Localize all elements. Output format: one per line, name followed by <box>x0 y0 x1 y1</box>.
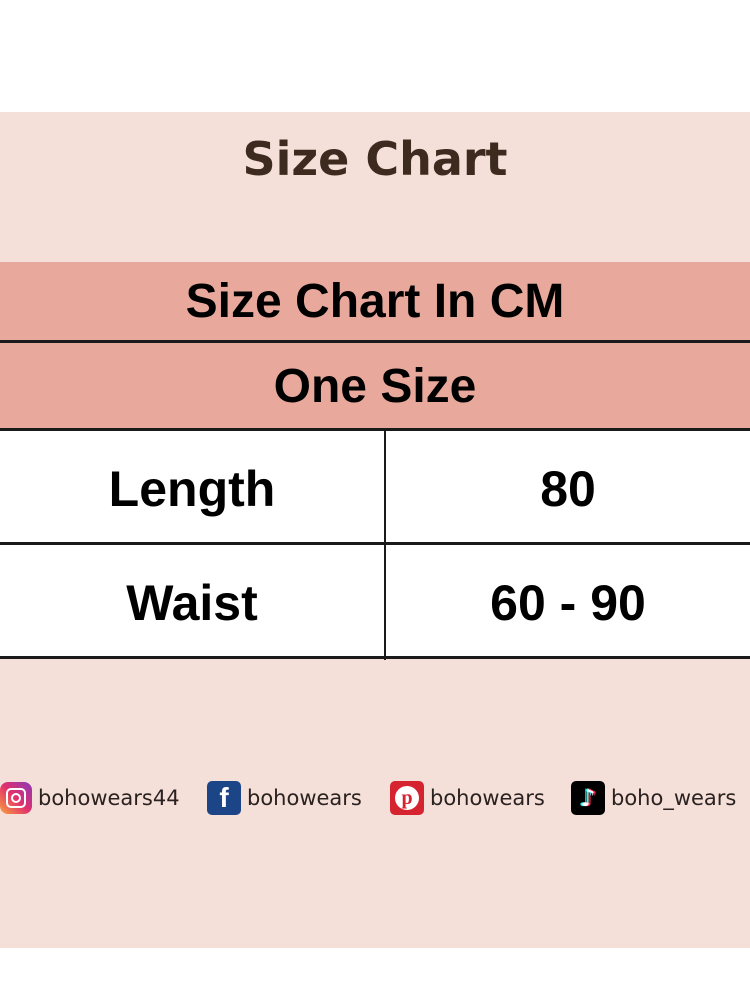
facebook-handle: bohowears <box>247 786 362 810</box>
divider <box>0 542 750 545</box>
facebook-icon: f <box>207 781 241 815</box>
table-header: Size Chart In CM <box>0 262 750 341</box>
row-value-length: 80 <box>386 431 750 543</box>
table-subheader: One Size <box>0 343 750 428</box>
social-instagram[interactable]: bohowears44 <box>0 780 180 816</box>
pinterest-handle: bohowears <box>430 786 545 810</box>
divider <box>0 340 750 343</box>
page-title: Size Chart <box>242 132 508 186</box>
divider <box>0 428 750 431</box>
row-label-length: Length <box>0 431 384 543</box>
tiktok-icon: ♪ <box>571 781 605 815</box>
social-facebook[interactable]: f bohowears <box>207 780 362 816</box>
tiktok-handle: boho_wears <box>611 786 737 810</box>
row-value-waist: 60 - 90 <box>386 545 750 657</box>
social-tiktok[interactable]: ♪ boho_wears <box>571 780 736 816</box>
instagram-icon <box>0 782 32 814</box>
pinterest-icon: p <box>390 781 424 815</box>
divider <box>0 656 750 659</box>
instagram-handle: bohowears44 <box>38 786 180 810</box>
column-divider <box>384 430 386 660</box>
row-label-waist: Waist <box>0 545 384 657</box>
social-pinterest[interactable]: p bohowears <box>390 780 545 816</box>
